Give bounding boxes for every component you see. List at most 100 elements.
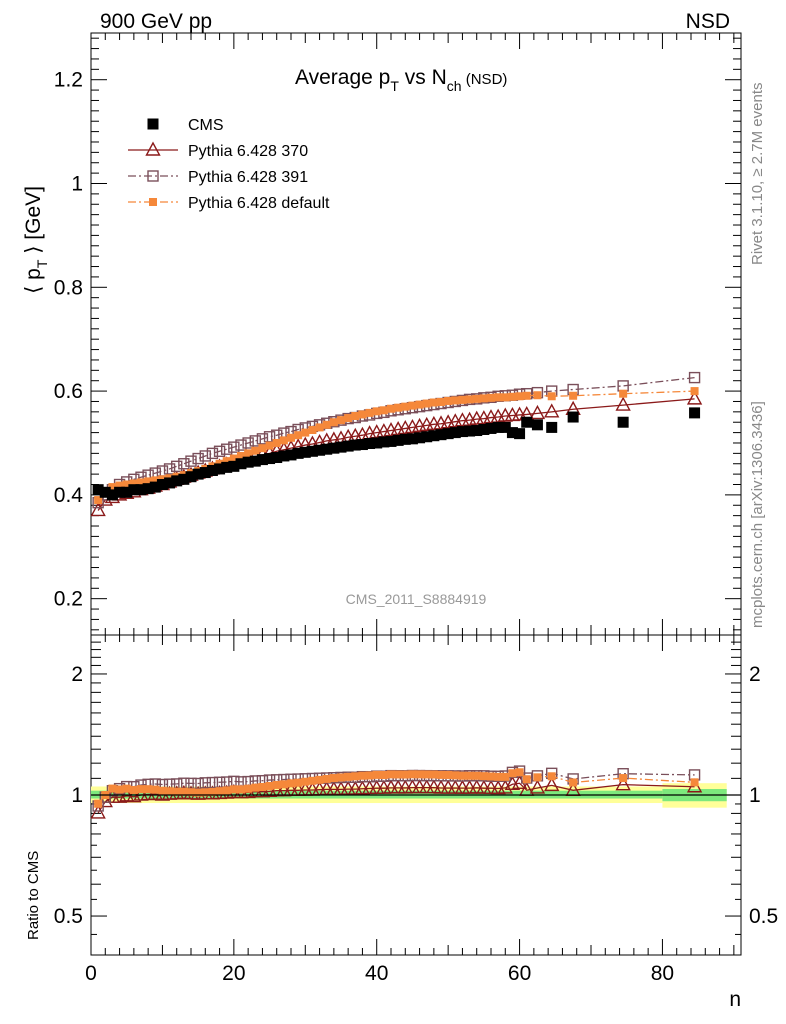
- legend-marker: [145, 141, 161, 156]
- ratio-point: [344, 772, 353, 781]
- data-point: [364, 438, 376, 450]
- data-point: [144, 477, 153, 486]
- ratio-point: [501, 772, 510, 781]
- ratio-point: [258, 782, 267, 791]
- ratio-point: [144, 785, 153, 794]
- x-tick-label: 20: [222, 962, 245, 985]
- data-point: [92, 484, 104, 496]
- data-point: [428, 430, 440, 442]
- ratio-point: [547, 772, 556, 781]
- ratio-point: [287, 779, 295, 788]
- legend-label: Pythia 6.428 391: [188, 169, 308, 186]
- header-right-label: NSD: [686, 10, 730, 33]
- data-point: [686, 390, 703, 405]
- ratio-series-3: [94, 768, 699, 808]
- data-point: [287, 433, 295, 442]
- data-point: [279, 436, 288, 445]
- ratio-point: [497, 779, 513, 794]
- ratio-point: [458, 771, 467, 780]
- data-point: [351, 411, 360, 420]
- data-point: [249, 455, 261, 467]
- data-point: [689, 407, 701, 419]
- data-point: [479, 394, 488, 403]
- ratio-point: [308, 776, 317, 785]
- data-point: [228, 460, 240, 472]
- ratio-point: [172, 787, 181, 796]
- data-point: [344, 414, 353, 423]
- ratio-point: [379, 770, 388, 779]
- data-point: [314, 444, 326, 456]
- ratio-point: [192, 777, 204, 790]
- data-point: [546, 421, 558, 433]
- data-point: [235, 458, 247, 470]
- data-point: [178, 458, 190, 470]
- data-point: [258, 444, 267, 453]
- header-left-label: 900 GeV pp: [100, 10, 212, 33]
- data-point: [292, 447, 304, 459]
- ratio-point: [294, 778, 303, 787]
- ratio-point: [615, 776, 631, 791]
- ratio-point: [322, 774, 331, 783]
- data-point: [237, 451, 245, 460]
- data-point: [408, 401, 417, 410]
- data-point: [487, 393, 495, 402]
- x-tick-label: 60: [508, 962, 531, 985]
- ratio-point: [472, 771, 481, 780]
- ratio-point: [479, 772, 488, 781]
- ratio-point: [522, 775, 531, 784]
- data-point: [251, 446, 260, 455]
- data-point: [414, 432, 426, 444]
- legend: CMS Pythia 6.428 370 Pythia 6.428 391 Pythi…: [128, 117, 330, 212]
- data-point: [185, 471, 197, 483]
- ratio-series-layer: [90, 765, 703, 819]
- data-point: [521, 416, 533, 428]
- data-point: [567, 411, 579, 423]
- data-point: [315, 423, 324, 432]
- data-point: [115, 481, 124, 490]
- data-point: [164, 477, 176, 489]
- side-label-rivet: Rivet 3.1.10, ≥ 2.7M events: [749, 83, 766, 266]
- series-0: [92, 407, 701, 501]
- ratio-point: [244, 784, 253, 793]
- y-tick-label: 1: [71, 173, 83, 196]
- y-tick-label: 0.2: [54, 588, 83, 611]
- ratio-y-tick-label-right: 1: [749, 784, 761, 807]
- data-point: [222, 457, 231, 466]
- data-point: [371, 437, 383, 449]
- ratio-point: [301, 777, 310, 786]
- data-point: [378, 436, 390, 448]
- legend-label: Pythia 6.428 default: [188, 195, 330, 212]
- ratio-point: [529, 779, 546, 794]
- ratio-point: [158, 786, 167, 795]
- y-tick-label: 1.2: [54, 69, 83, 92]
- ratio-point: [619, 774, 628, 783]
- ratio-point: [315, 775, 324, 784]
- data-point: [544, 403, 560, 418]
- data-point: [529, 404, 546, 420]
- ratio-point: [215, 787, 224, 796]
- ratio-point: [444, 770, 453, 779]
- data-point: [265, 441, 274, 450]
- data-point: [301, 428, 310, 437]
- data-point: [214, 463, 226, 475]
- ratio-point: [690, 778, 699, 787]
- data-point: [688, 371, 701, 384]
- data-point: [406, 433, 418, 445]
- data-point: [108, 483, 117, 492]
- x-tick-label: 0: [85, 962, 97, 985]
- legend-item: Pythia 6.428 370: [128, 141, 308, 160]
- data-point: [464, 425, 476, 437]
- ratio-point: [394, 770, 403, 779]
- ratio-point: [222, 786, 231, 795]
- data-point: [185, 455, 197, 467]
- ratio-point: [415, 770, 424, 779]
- data-point: [442, 428, 454, 440]
- ratio-point: [237, 785, 245, 794]
- data-point: [456, 426, 468, 438]
- data-point: [365, 408, 374, 417]
- data-point: [492, 421, 504, 433]
- data-point: [149, 481, 161, 493]
- data-point: [478, 423, 490, 435]
- data-point: [135, 484, 147, 496]
